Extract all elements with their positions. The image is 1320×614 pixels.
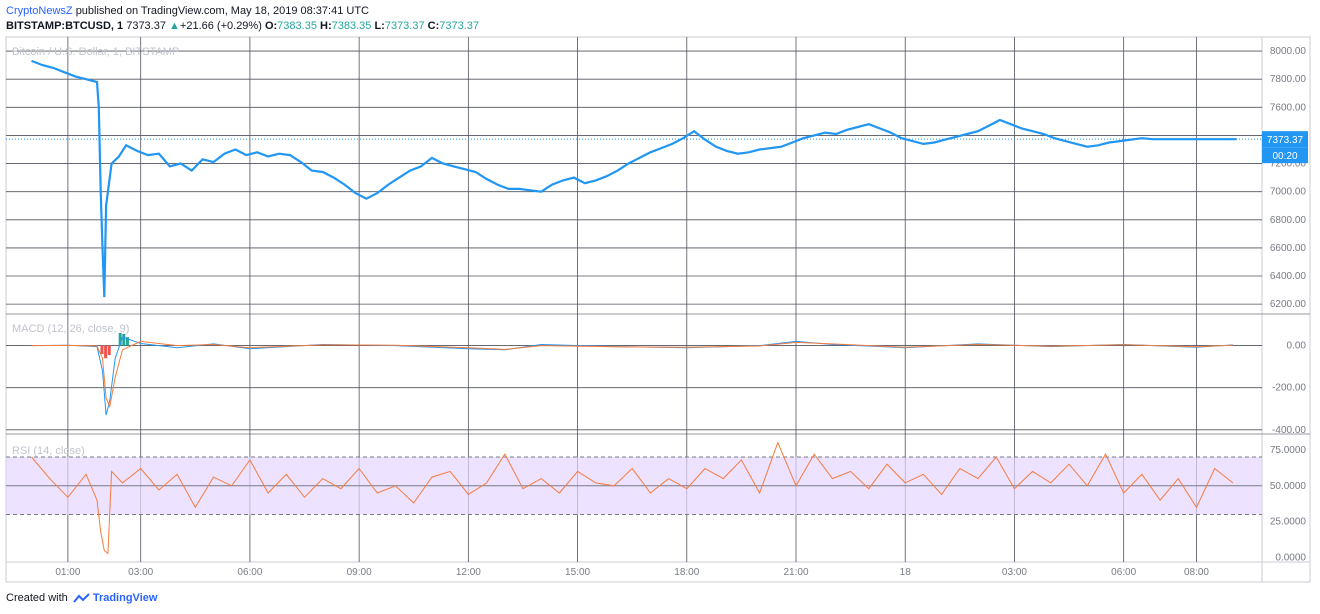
x-tick-label: 01:00 bbox=[55, 567, 80, 578]
price-tick-label: 7000.00 bbox=[1270, 187, 1307, 198]
x-tick-label: 03:00 bbox=[1002, 567, 1027, 578]
high-label: H: bbox=[320, 20, 332, 32]
open-label: O: bbox=[264, 20, 278, 32]
price-tick-label: 7600.00 bbox=[1270, 102, 1307, 113]
chart-frame bbox=[5, 36, 1311, 583]
price-tick-label: 6400.00 bbox=[1270, 271, 1307, 282]
footer: Created with TradingView bbox=[6, 592, 157, 604]
price-tick-label: 8000.00 bbox=[1270, 46, 1307, 57]
publish-line: CryptoNewsZ published on TradingView.com… bbox=[6, 4, 479, 19]
created-with-text: Created with bbox=[6, 592, 68, 604]
tradingview-logo-icon bbox=[73, 592, 90, 603]
price-tick-label: 6800.00 bbox=[1270, 215, 1307, 226]
high-value: 7383.35 bbox=[331, 20, 372, 32]
x-tick-label: 12:00 bbox=[456, 567, 481, 578]
x-tick-label: 08:00 bbox=[1184, 567, 1209, 578]
price-tick-label: 6200.00 bbox=[1270, 299, 1307, 310]
macd-line bbox=[31, 336, 1233, 416]
close-value: 7373.37 bbox=[439, 20, 480, 32]
macd-tick-label: -200.00 bbox=[1272, 383, 1306, 394]
tradingview-brand[interactable]: TradingView bbox=[92, 592, 158, 604]
price-pane-title: Bitcoin / U.S. Dollar, 1, BITSTAMP bbox=[12, 46, 179, 58]
open-value: 7383.35 bbox=[277, 20, 317, 32]
macd-histogram-bar bbox=[118, 332, 122, 346]
price-tick-label: 6600.00 bbox=[1270, 243, 1307, 254]
rsi-tick-label: 0.0000 bbox=[1275, 553, 1306, 564]
x-tick-label: 03:00 bbox=[128, 567, 153, 578]
rsi-pane-title: RSI (14, close) bbox=[12, 445, 85, 457]
macd-histogram-bar bbox=[107, 345, 111, 356]
price-change: +21.66 (+0.29%) bbox=[179, 20, 262, 32]
chart-canvas[interactable]: 01:00 03:00 06:00 09:00 12:00 15:00 18:00 21:00… bbox=[0, 0, 1320, 590]
macd-histogram-bar bbox=[100, 345, 104, 354]
ohlc-line: BITSTAMP:BTCUSD, 1 7373.37 ▲+21.66 (+0.2… bbox=[6, 19, 479, 34]
last-price: 7373.37 bbox=[126, 20, 166, 32]
macd-tick-label: 0.00 bbox=[1287, 341, 1307, 352]
price-series-line bbox=[31, 59, 1237, 298]
x-tick-label: 15:00 bbox=[565, 567, 590, 578]
rsi-tick-label: 75.0000 bbox=[1270, 445, 1307, 456]
x-tick-label: 06:00 bbox=[1111, 567, 1136, 578]
published-text: published on TradingView.com, May 18, 20… bbox=[75, 5, 369, 17]
macd-histogram-bar bbox=[122, 334, 126, 346]
low-value: 7373.37 bbox=[384, 20, 425, 32]
signal-line bbox=[31, 340, 1233, 409]
x-tick-label: 21:00 bbox=[783, 567, 808, 578]
publisher-link[interactable]: CryptoNewsZ bbox=[6, 5, 73, 17]
x-tick-label: 06:00 bbox=[237, 567, 262, 578]
macd-histogram-bar bbox=[104, 345, 108, 359]
countdown-label: 00:20 bbox=[1272, 151, 1297, 162]
low-label: L: bbox=[374, 20, 385, 32]
rsi-tick-label: 50.0000 bbox=[1270, 481, 1307, 492]
chart-header: CryptoNewsZ published on TradingView.com… bbox=[6, 4, 479, 34]
x-tick-label: 09:00 bbox=[347, 567, 372, 578]
last-price-badge bbox=[1262, 131, 1308, 148]
macd-histogram-bar bbox=[125, 337, 129, 346]
x-tick-label: 18:00 bbox=[674, 567, 699, 578]
macd-tick-label: -400.00 bbox=[1272, 425, 1306, 436]
last-price-label: 7373.37 bbox=[1267, 135, 1304, 146]
close-label: C: bbox=[427, 20, 440, 32]
countdown-badge bbox=[1262, 147, 1308, 164]
x-tick-label: 18 bbox=[900, 567, 912, 578]
macd-pane-title: MACD (12, 26, close, 9) bbox=[12, 323, 129, 335]
rsi-line bbox=[31, 441, 1234, 555]
price-tick-label: 7800.00 bbox=[1270, 74, 1307, 85]
rsi-tick-label: 25.0000 bbox=[1270, 517, 1307, 528]
price-tick-label: 7200.00 bbox=[1270, 159, 1307, 170]
change-up-icon: ▲ bbox=[169, 20, 180, 32]
symbol-label[interactable]: BITSTAMP:BTCUSD, 1 bbox=[6, 20, 124, 32]
